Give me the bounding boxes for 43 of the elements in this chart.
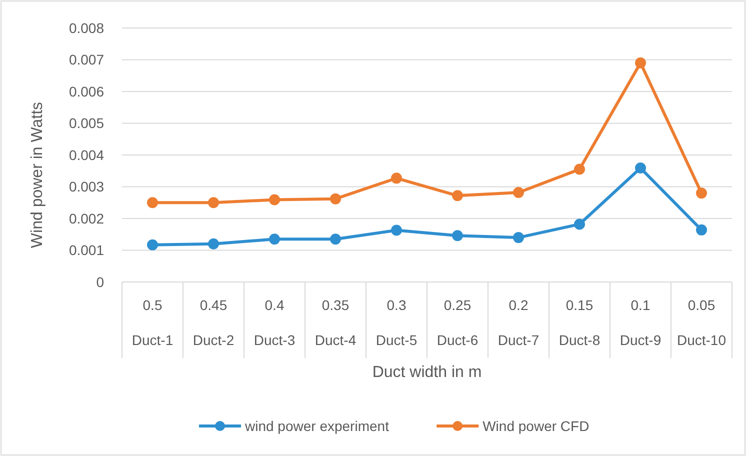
point — [147, 239, 158, 250]
y-tick-label: 0.006 — [68, 83, 104, 100]
point — [330, 193, 341, 204]
point — [208, 197, 219, 208]
y-tick-label: 0.003 — [68, 178, 104, 195]
point — [574, 164, 585, 175]
point — [391, 172, 402, 184]
x-axis-title: Duct width in m — [372, 364, 482, 381]
point — [513, 186, 524, 198]
y-axis-title: Wind power in Watts — [29, 102, 46, 248]
legend-label: Wind power CFD — [482, 418, 590, 434]
point — [696, 224, 707, 236]
category-label: 0.45 Duct-2 — [192, 297, 234, 348]
category-label: 0.3 Duct-5 — [376, 297, 418, 348]
y-tick-label: 0.004 — [68, 146, 104, 163]
point — [330, 234, 341, 245]
category-label: 0.2 Duct-7 — [498, 297, 540, 348]
point — [635, 57, 646, 68]
point — [147, 197, 158, 208]
point — [513, 232, 524, 244]
category-label: 0.5 Duct-1 — [132, 297, 174, 348]
y-tick-label: 0 — [96, 274, 104, 290]
y-tick-label: 0.007 — [68, 52, 104, 68]
category-label: 0.35 Duct-4 — [314, 297, 356, 348]
point — [574, 218, 585, 230]
point — [635, 162, 646, 174]
y-tick-label: 0.008 — [68, 20, 104, 36]
category-label: 0.05 Duct-10 — [676, 297, 726, 348]
category-label: 0.15 Duct-8 — [558, 297, 600, 348]
category-label: 0.1 Duct-9 — [620, 297, 662, 348]
point — [208, 238, 219, 250]
point — [452, 190, 463, 202]
point — [696, 188, 707, 199]
y-tick-label: 0.005 — [68, 115, 104, 132]
y-tick-label: 0.001 — [68, 242, 104, 258]
point — [452, 230, 463, 242]
category-label: 0.4 Duct-3 — [254, 297, 296, 348]
point — [269, 194, 280, 206]
point — [269, 234, 280, 245]
y-tick-label: 0.002 — [68, 210, 104, 226]
category-label: 0.25 Duct-6 — [436, 297, 478, 348]
point — [391, 224, 402, 236]
legend-label: wind power experiment — [244, 418, 390, 434]
